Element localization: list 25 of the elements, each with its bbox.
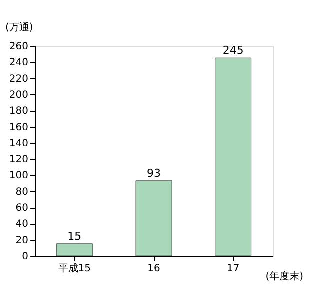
y-tick-label: 200 — [9, 90, 28, 101]
x-tick-label: 16 — [148, 264, 160, 274]
y-tick-label: 260 — [9, 42, 28, 52]
data-label: 93 — [147, 166, 161, 180]
y-tick-label: 60 — [16, 203, 28, 214]
y-tick-label: 160 — [9, 122, 28, 134]
x-axis-title: (年度末) — [266, 270, 304, 282]
bar — [215, 58, 252, 256]
y-tick-label: 240 — [9, 58, 28, 69]
data-label: 245 — [222, 44, 244, 58]
data-label: 15 — [68, 230, 82, 243]
bar — [136, 180, 172, 256]
y-tick-label: 140 — [9, 138, 28, 150]
x-tick-label: 平成15 — [58, 262, 92, 274]
y-tick-label: 20 — [16, 235, 28, 246]
y-axis-title: (万通) — [6, 22, 34, 34]
x-tick-label: 17 — [226, 264, 240, 274]
y-tick-label: 180 — [9, 106, 28, 118]
y-tick-label: 220 — [9, 74, 28, 85]
y-tick-label: 120 — [9, 154, 28, 166]
y-tick-label: 100 — [9, 170, 28, 182]
y-tick-label: 80 — [16, 186, 28, 198]
bar — [56, 244, 93, 256]
y-tick-label: 0 — [22, 252, 28, 262]
y-tick-label: 40 — [16, 219, 28, 230]
